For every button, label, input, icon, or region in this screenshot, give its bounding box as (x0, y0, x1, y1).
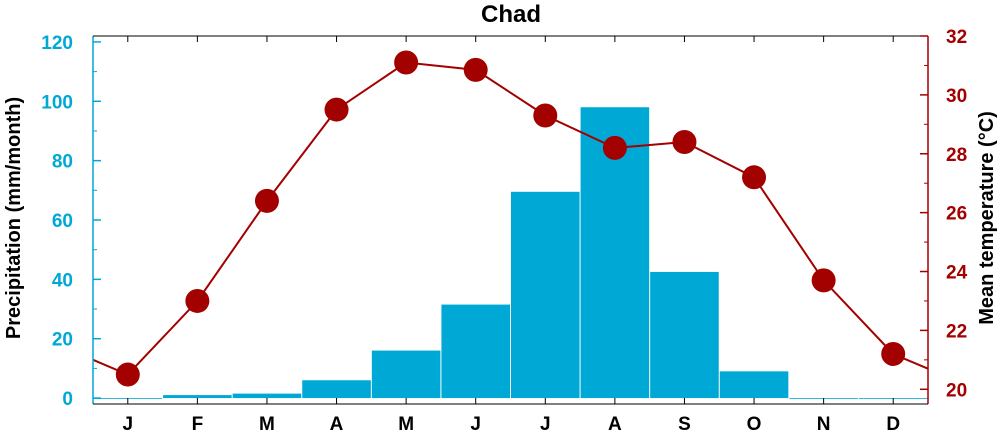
left-tick-label: 100 (41, 92, 73, 113)
x-tick-label: M (259, 414, 275, 435)
left-tick-label: 40 (52, 270, 73, 291)
x-tick-label: O (747, 414, 762, 435)
temperature-line (92, 61, 929, 376)
temp-point-7 (533, 103, 558, 128)
precip-bar-5 (371, 350, 441, 399)
temp-point-9 (672, 129, 697, 154)
precip-bar-6 (441, 304, 510, 399)
left-tick-label: 120 (41, 33, 73, 54)
temp-point-10 (742, 165, 767, 190)
temperature-series (92, 50, 929, 387)
temp-point-3 (254, 188, 279, 213)
x-tick-label: F (192, 414, 204, 435)
precip-bar-3 (232, 393, 302, 399)
temp-point-12 (881, 341, 906, 366)
x-tick-label: J (540, 414, 551, 435)
temp-point-1 (115, 362, 140, 387)
temp-point-8 (602, 135, 627, 160)
axes: 0 20 40 60 80 100 120 20 22 24 26 28 30 32 J F M A M J J A S O N… (41, 27, 967, 435)
left-tick-label: 20 (52, 330, 73, 351)
precip-bar-4 (302, 380, 371, 399)
right-tick-label: 32 (946, 27, 967, 48)
right-tick-label: 26 (946, 204, 967, 225)
x-tick-label: A (608, 414, 622, 435)
right-tick-label: 24 (946, 263, 968, 284)
x-tick-label: S (678, 414, 691, 435)
temp-point-6 (463, 57, 488, 82)
precip-bar-10 (719, 371, 789, 399)
left-tick-label: 80 (52, 152, 73, 173)
right-tick-label: 22 (946, 321, 967, 342)
left-tick-label: 60 (52, 211, 73, 232)
left-tick-label: 0 (62, 389, 73, 410)
precip-bar-9 (650, 271, 719, 399)
right-axis-title: Mean temperature (°C) (976, 111, 998, 325)
left-axis-title: Precipitation (mm/month) (3, 97, 25, 339)
chart-title: Chad (481, 1, 541, 28)
x-tick-label: D (886, 414, 900, 435)
right-tick-label: 30 (946, 86, 967, 107)
temp-point-11 (811, 268, 836, 293)
right-tick-label: 28 (946, 145, 967, 166)
right-tick-label: 20 (946, 380, 967, 401)
x-tick-label: J (470, 414, 481, 435)
precipitation-bars (93, 107, 928, 399)
x-tick-label: J (123, 414, 134, 435)
temp-point-2 (185, 288, 210, 313)
precip-bar-7 (511, 191, 580, 399)
temp-point-4 (324, 97, 349, 122)
x-tick-label: N (817, 414, 831, 435)
x-tick-label: A (330, 414, 344, 435)
temp-point-5 (394, 50, 419, 75)
x-tick-label: M (398, 414, 414, 435)
precip-bar-2 (163, 395, 232, 399)
